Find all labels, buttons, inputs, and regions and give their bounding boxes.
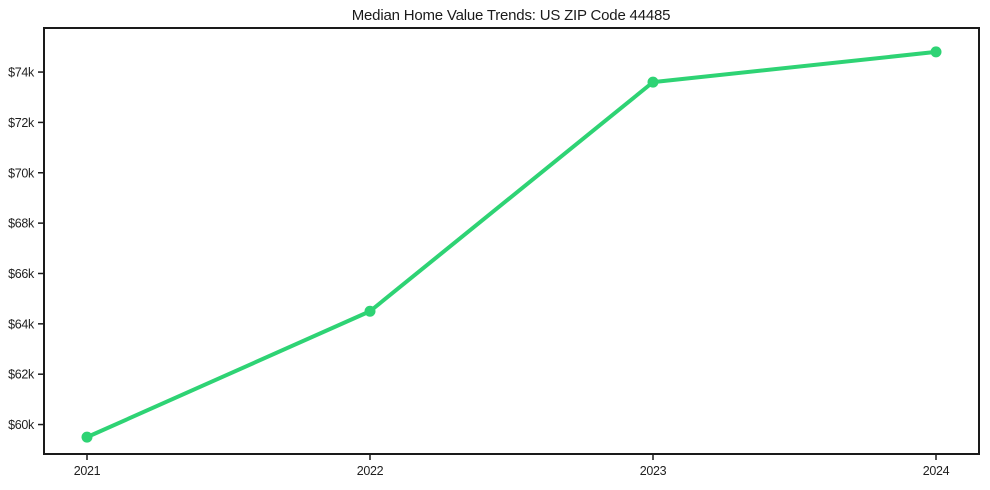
x-tick-label: 2021	[74, 464, 101, 478]
data-point-marker	[81, 431, 93, 443]
y-tick-label: $70k	[8, 166, 35, 180]
plot-area: $60k $62k $64k $66k $68k $70k $72k $74k 2021 2022…	[8, 27, 980, 478]
data-point-marker	[647, 76, 659, 88]
chart-title: Median Home Value Trends: US ZIP Code 44…	[352, 7, 671, 24]
y-tick-label: $62k	[8, 368, 35, 382]
y-tick-label: $66k	[8, 267, 35, 281]
y-tick-label: $74k	[8, 66, 35, 80]
data-point-marker	[930, 46, 942, 58]
y-tick-label: $64k	[8, 317, 35, 331]
trend-line	[85, 49, 938, 440]
y-tick-label: $60k	[8, 418, 35, 432]
data-point-marker	[364, 305, 376, 317]
x-tick-label: 2022	[357, 464, 384, 478]
y-tick-label: $68k	[8, 217, 35, 231]
axes-frame	[43, 27, 980, 455]
y-tick-label: $72k	[8, 116, 35, 130]
x-tick-label: 2024	[923, 464, 950, 478]
x-tick-label: 2023	[640, 464, 667, 478]
